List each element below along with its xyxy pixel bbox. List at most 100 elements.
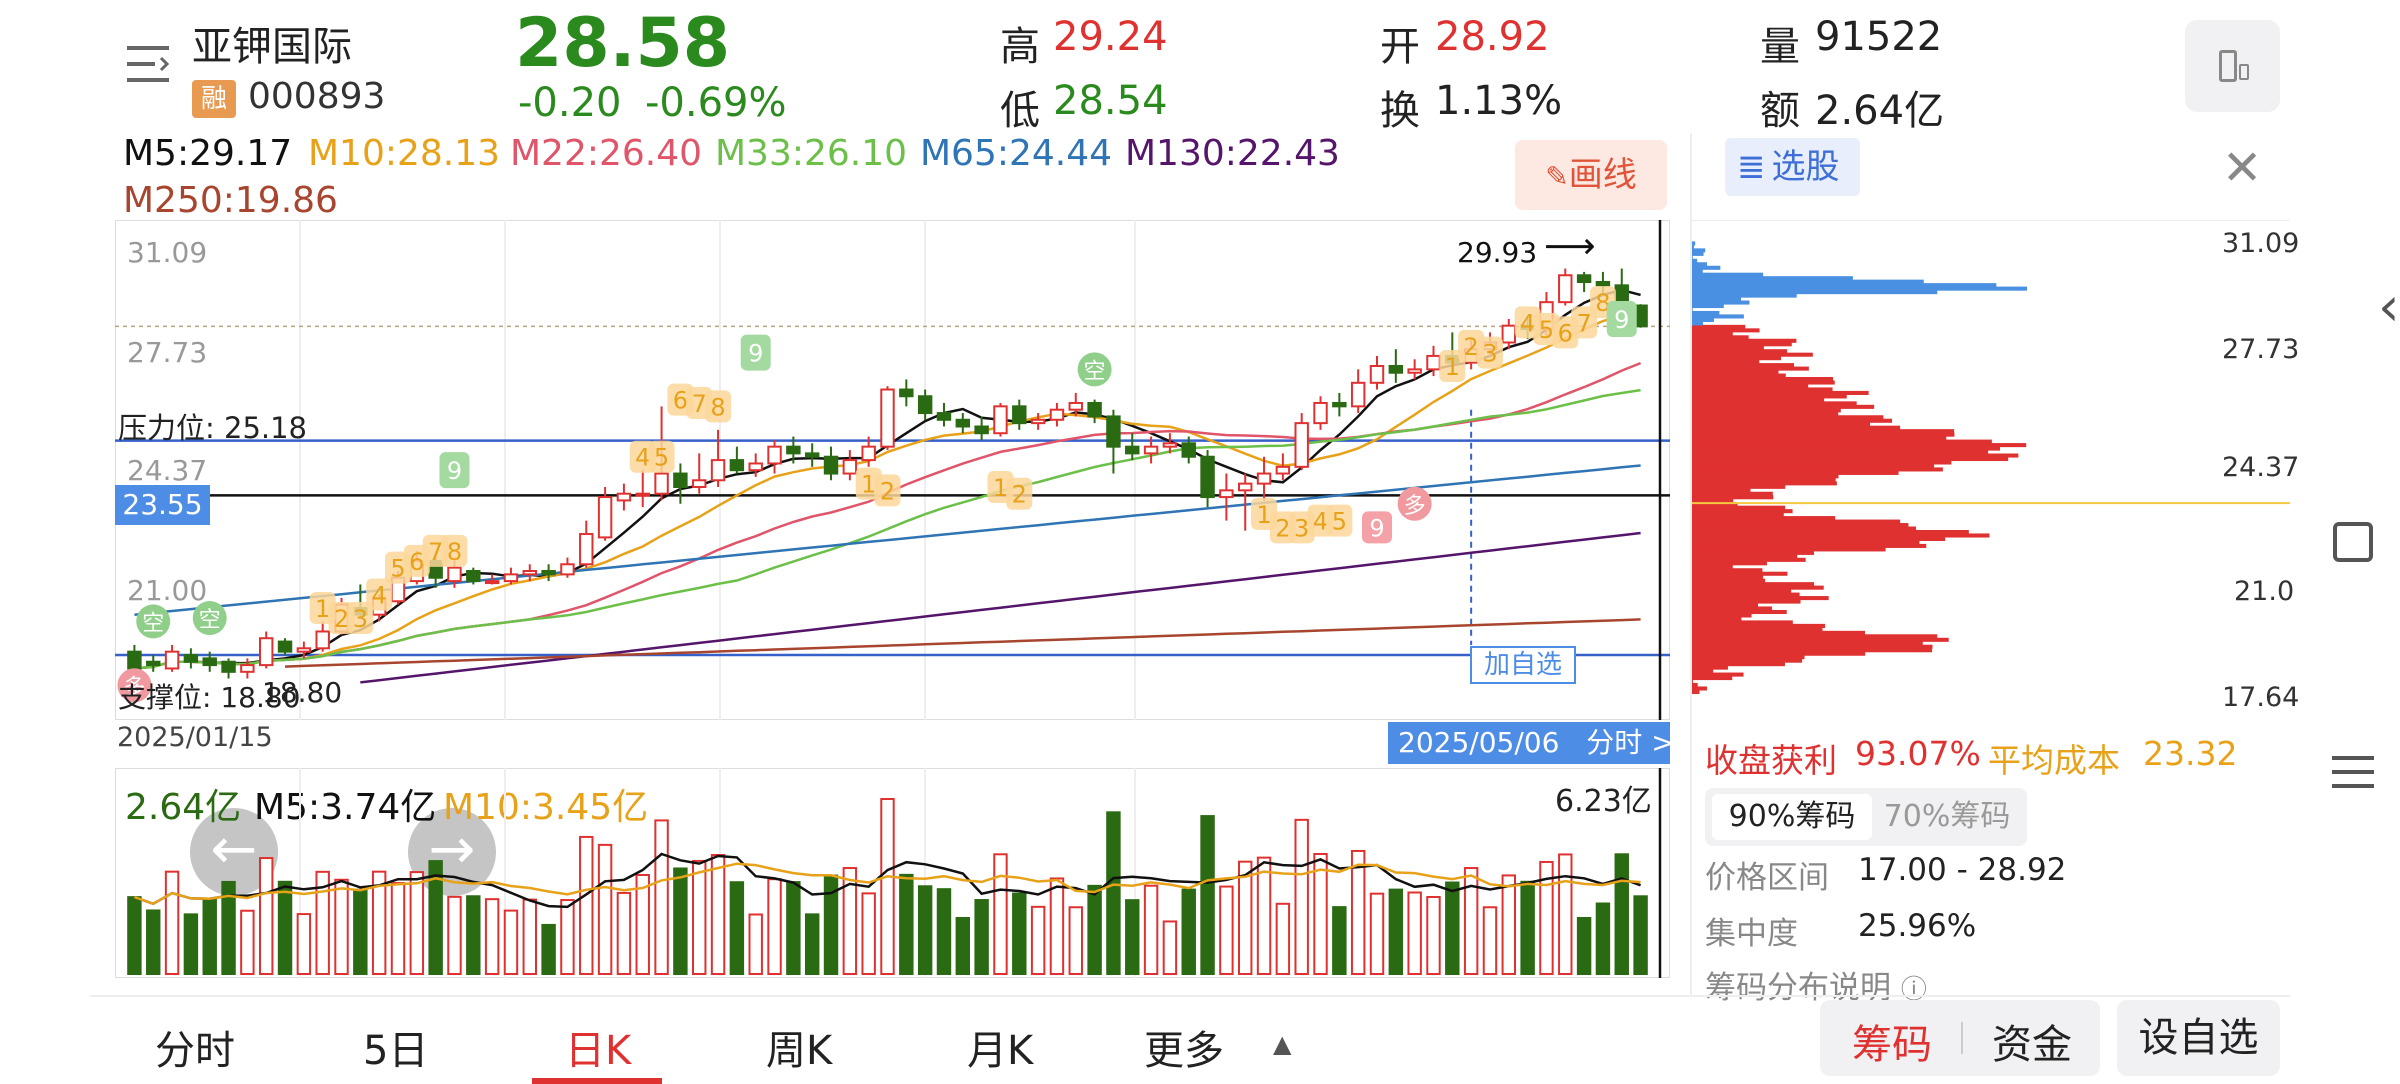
volume-bar bbox=[786, 881, 801, 975]
ma33-line bbox=[134, 388, 1641, 670]
volume-bar bbox=[1501, 874, 1517, 975]
volume-bar bbox=[447, 895, 462, 975]
chip-bar bbox=[1692, 509, 1793, 514]
nine-green-label: 9 bbox=[447, 457, 462, 485]
recent-nav-icon[interactable] bbox=[2332, 754, 2374, 790]
chip-bar bbox=[1692, 474, 1839, 479]
cursor-date-tag[interactable]: 2025/05/06 分时 > bbox=[1388, 722, 1675, 764]
candle-body bbox=[183, 654, 199, 663]
chip-bar bbox=[1692, 377, 1834, 382]
volume-bar bbox=[240, 909, 255, 975]
chip-bar bbox=[1692, 592, 1800, 597]
chip-bar bbox=[1692, 533, 1990, 538]
chip-bar bbox=[1692, 460, 1952, 465]
volume-bar bbox=[1313, 853, 1328, 975]
chip-bar bbox=[1692, 404, 1875, 409]
tab-5day[interactable]: 5日 bbox=[363, 1028, 429, 1074]
resistance-label: 压力位: 25.18 bbox=[118, 411, 308, 445]
volume-bar bbox=[353, 888, 368, 975]
landscape-toggle-button[interactable] bbox=[2185, 20, 2280, 112]
tab-weekly-k[interactable]: 周K bbox=[766, 1028, 833, 1074]
home-nav-icon[interactable] bbox=[2333, 522, 2373, 562]
menu-icon[interactable] bbox=[125, 44, 171, 84]
kong-signal-3 bbox=[1077, 352, 1112, 387]
candle-body bbox=[258, 637, 274, 667]
chip-bar bbox=[1692, 484, 1786, 489]
volume-bar bbox=[1558, 853, 1573, 975]
chip-bar bbox=[1692, 425, 1901, 430]
chip-bar bbox=[1692, 349, 1788, 354]
chip-bar bbox=[1692, 651, 1866, 656]
nine-green-label: 9 bbox=[1614, 306, 1629, 334]
volume-bar bbox=[1256, 856, 1272, 975]
kong-signal-1 bbox=[136, 604, 171, 639]
chip-ytick-5: 17.64 bbox=[2222, 682, 2300, 713]
candle-body bbox=[729, 459, 745, 472]
volume-bar bbox=[277, 880, 293, 975]
tab-monthly-k[interactable]: 月K bbox=[967, 1028, 1034, 1074]
chip-bar bbox=[1692, 439, 1992, 444]
tab-90-chips[interactable]: 90%筹码 bbox=[1712, 794, 1872, 840]
candle-body bbox=[277, 640, 293, 653]
triangle-up-icon[interactable]: ▲ bbox=[1273, 1030, 1292, 1058]
tab-more[interactable]: 更多 bbox=[1144, 1028, 1224, 1074]
volume-bar bbox=[1106, 811, 1121, 976]
toggle-divider bbox=[1961, 1022, 1963, 1054]
candle-body bbox=[1369, 365, 1385, 384]
tab-70-chips[interactable]: 70%筹码 bbox=[1883, 799, 2011, 834]
candle-body bbox=[1256, 472, 1272, 485]
tab-daily-k[interactable]: 日K bbox=[565, 1028, 632, 1074]
volume-bar bbox=[993, 853, 1008, 975]
candle-body bbox=[146, 660, 161, 667]
chip-bar bbox=[1692, 418, 1893, 423]
volume-bar bbox=[1614, 853, 1629, 975]
volume-bar bbox=[390, 882, 406, 975]
support-label: 支撑位: 18.80 bbox=[118, 681, 301, 714]
fenshi-link[interactable]: 分时 > bbox=[1586, 726, 1675, 759]
add-watchlist-button[interactable]: 设自选 bbox=[2117, 1000, 2280, 1076]
candle-body bbox=[861, 445, 876, 462]
candle-body bbox=[1501, 324, 1517, 344]
volume-max-label: 6.23亿 bbox=[1555, 784, 1652, 819]
chips-button[interactable]: 筹码 bbox=[1852, 1022, 1932, 1068]
funds-button[interactable]: 资金 bbox=[1992, 1022, 2072, 1068]
candle-body bbox=[240, 664, 255, 673]
candle-body bbox=[1595, 280, 1611, 287]
tab-intraday[interactable]: 分时 bbox=[155, 1028, 235, 1074]
volume-bar bbox=[1332, 906, 1347, 976]
select-stock-button[interactable]: ≣ 选股 bbox=[1725, 138, 1860, 196]
candle-body bbox=[522, 570, 537, 576]
profit-label: 收盘获利 bbox=[1705, 741, 1837, 780]
chip-bar bbox=[1692, 290, 1938, 295]
volume-bar bbox=[597, 843, 613, 976]
chip-bar bbox=[1692, 446, 2001, 451]
amount-value: 2.64亿 bbox=[1815, 88, 1945, 134]
chip-bar bbox=[1692, 331, 1733, 336]
volume-chart[interactable] bbox=[115, 768, 1670, 978]
volume-bar bbox=[1463, 867, 1479, 975]
chip-bar bbox=[1692, 314, 1744, 319]
amount-label: 额 bbox=[1760, 88, 1800, 134]
chip-bar bbox=[1692, 488, 1751, 493]
select-stock-label: 选股 bbox=[1771, 147, 1840, 187]
chip-bar bbox=[1692, 443, 2027, 448]
back-nav-icon[interactable]: ‹ bbox=[2378, 275, 2400, 338]
draw-line-button[interactable]: ✎画线 bbox=[1515, 140, 1667, 210]
chip-bar bbox=[1692, 582, 1815, 587]
tick-count-label: 8 bbox=[447, 538, 462, 566]
candle-body bbox=[1143, 445, 1159, 455]
stock-code: 000893 bbox=[248, 76, 386, 117]
volume-bar bbox=[315, 870, 330, 975]
candle-body bbox=[616, 492, 632, 502]
volume-bar bbox=[579, 835, 594, 975]
candle-body bbox=[786, 445, 801, 455]
volume-bar bbox=[880, 798, 895, 975]
volume-bar bbox=[917, 885, 933, 975]
close-icon[interactable]: ✕ bbox=[2222, 140, 2263, 196]
add-watchlist-tag[interactable]: 加自选 bbox=[1470, 646, 1576, 684]
volume-bar bbox=[955, 916, 971, 976]
volume-bar bbox=[1350, 849, 1366, 975]
volume-bar bbox=[1125, 899, 1140, 976]
chip-bar bbox=[1692, 300, 1750, 305]
